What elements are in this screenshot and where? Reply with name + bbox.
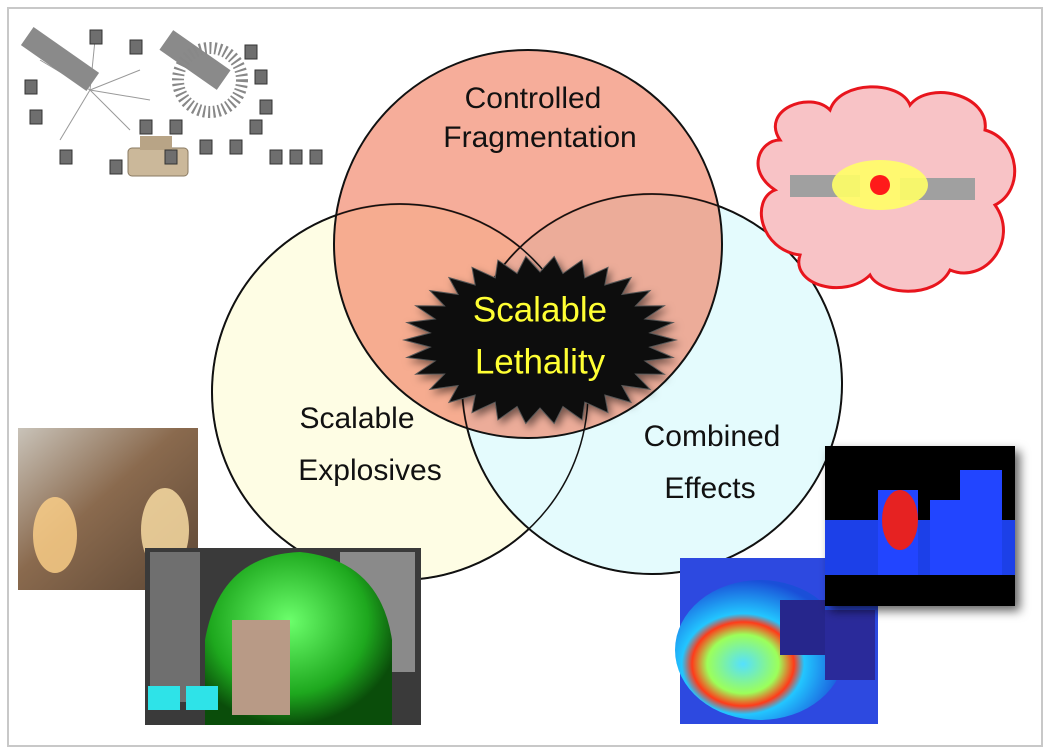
set-label: Fragmentation [443, 121, 636, 154]
fragment [165, 150, 177, 164]
fragment [90, 30, 102, 44]
fragment [260, 100, 272, 114]
fragment [110, 160, 122, 174]
set-label: Combined [644, 420, 781, 453]
fragment [130, 40, 142, 54]
fragment [230, 140, 242, 154]
fragment [245, 45, 257, 59]
fragment [140, 120, 152, 134]
slide: Controlled Fragmentation Scalable Explos… [0, 0, 1050, 754]
simulation-image [825, 446, 1015, 606]
center-label: Lethality [475, 342, 606, 381]
fragment [290, 150, 302, 164]
city-render [145, 548, 421, 725]
set-label: Controlled [465, 82, 602, 115]
fragment [30, 110, 42, 124]
fragment [25, 80, 37, 94]
set-label: Scalable [299, 402, 414, 435]
center-label: Scalable [473, 290, 607, 329]
fragment [60, 150, 72, 164]
fragment [250, 120, 262, 134]
set-label: Explosives [298, 454, 441, 487]
fragment [200, 140, 212, 154]
fragment [170, 120, 182, 134]
fragment [255, 70, 267, 84]
fragment [270, 150, 282, 164]
set-label: Effects [664, 472, 755, 505]
fragment [310, 150, 322, 164]
explosion-flash [33, 497, 77, 573]
